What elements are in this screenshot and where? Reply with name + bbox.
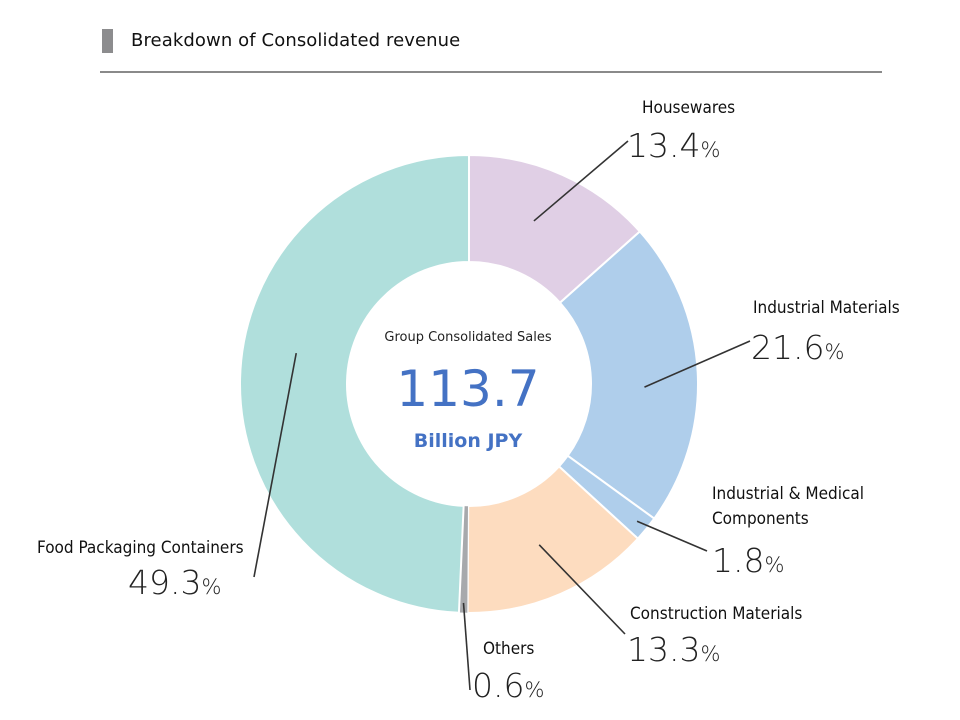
slice-label-others: Others [483,639,534,659]
leader-line-food-packaging-containers [253,352,298,578]
leader-line-industrial-and-medical-components [636,520,708,552]
slice-value-industrial-materials: 21.6% [751,328,844,367]
slice-label-industrial-and-medical-components: Industrial & Medical [712,484,864,504]
center-value: 113.7 [396,360,539,418]
slice-value-industrial-and-medical-components: 1.8% [712,541,784,580]
slice-value-construction-materials: 13.3% [627,630,720,669]
slice-industrial-materials [558,230,699,521]
slice-value-others: 0.6% [472,666,544,705]
chart-title: Breakdown of Consolidated revenue [131,30,461,51]
center-label: Group Consolidated Sales [384,330,551,345]
leader-line-others [462,602,471,691]
title-marker [102,29,113,53]
dashed-divider [567,455,655,520]
labels-group: Housewares 13.4% Industrial Materials 21.6%… [37,98,900,705]
leader-line-industrial-materials [644,340,751,388]
title-divider [100,71,882,73]
slice-label-food-packaging-containers: Food Packaging Containers [37,538,244,558]
leader-line-construction-materials [538,544,626,635]
leader-lines-group [253,140,751,691]
slice-value-housewares: 13.4% [627,126,720,165]
slice-food-packaging-containers [238,153,470,614]
leader-line-housewares [533,140,629,222]
slices-group [238,153,699,614]
slice-label-construction-materials: Construction Materials [630,604,802,624]
slice-label-industrial-materials: Industrial Materials [753,298,900,318]
center-unit: Billion JPY [414,430,523,452]
slice-value-food-packaging-containers: 49.3% [128,563,221,602]
slice-label-housewares: Housewares [642,98,735,118]
slice-label-industrial-and-medical-components: Components [712,509,809,529]
